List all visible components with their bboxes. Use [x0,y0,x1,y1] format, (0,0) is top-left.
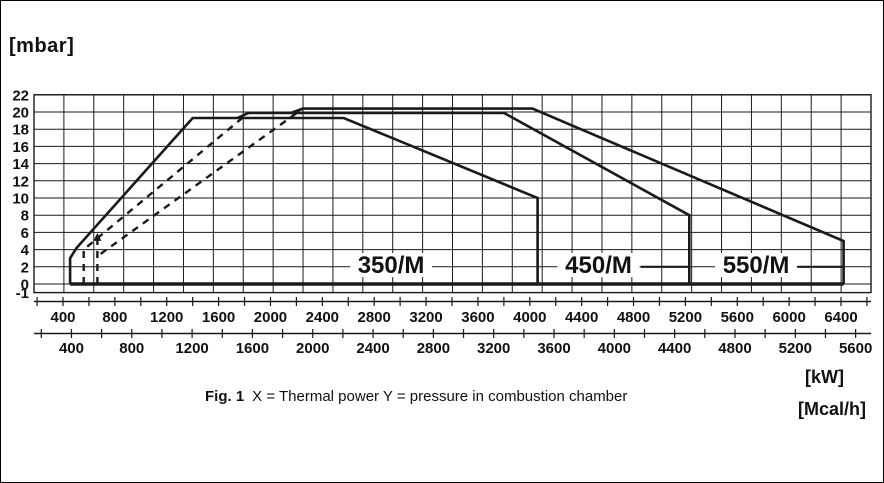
x-axis-kw: 400 800 1200 1600 2000 2400 2800 3200 3600 4000 44… [34,297,871,326]
mcal-tick-label: 4800 [718,340,751,357]
y-tick-label: -1 [16,285,29,302]
mcal-tick-label: 3600 [537,340,570,357]
figure-number: Fig. 1 [205,388,245,405]
kw-tick-label: 800 [102,309,127,326]
min-modulation-dashed-line [99,107,304,255]
y-tick-label: 18 [12,122,29,139]
kw-tick-label: 4400 [565,309,598,326]
kw-tick-label: 1200 [150,309,183,326]
x-axis-kw-unit-label: [kW] [805,367,844,387]
kw-tick-label: 2800 [358,309,391,326]
figure-caption-text: X = Thermal power Y = pressure in combus… [252,388,628,405]
y-tick-label: 20 [12,105,29,122]
y-axis-unit-label: [mbar] [9,35,75,57]
series-350-M [68,116,539,284]
x-axis-mcal-unit-label: [Mcal/h] [798,399,867,419]
series-label: 350/M [358,252,425,279]
y-tick-label: 2 [21,259,29,276]
working-field-outline [68,116,539,284]
mcal-tick-label: 2800 [417,340,450,357]
plot-border [33,94,872,294]
y-tick-label: 4 [21,242,30,259]
kw-tick-label: 6400 [824,309,857,326]
mcal-tick-label: 1200 [175,340,208,357]
mcal-tick-label: 3200 [477,340,510,357]
kw-tick-label: 6000 [772,309,805,326]
mcal-tick-label: 2400 [356,340,389,357]
mcal-tick-label: 5200 [779,340,812,357]
kw-tick-label: 5600 [721,309,754,326]
series-label-bg [557,253,640,278]
y-tick-label: 14 [12,156,29,173]
x-axis-mcal: 400 800 1200 1600 2000 2400 2800 3200 3600 4000 44… [34,329,872,357]
kw-tick-label: 3200 [409,309,442,326]
y-tick-label: 8 [21,208,29,225]
kw-tick-label: 3600 [461,309,494,326]
y-tick-label: 0 [21,277,29,294]
mcal-tick-label: 4000 [598,340,631,357]
y-tick-label: 12 [12,173,29,190]
min-arrow-icon [93,232,102,241]
y-tick-label: 22 [12,87,29,104]
mcal-tick-label: 2000 [296,340,329,357]
kw-tick-label: 5200 [669,309,702,326]
mcal-tick-label: 1600 [236,340,269,357]
kw-tick-label: 4800 [617,309,650,326]
mcal-tick-label: 400 [59,340,84,357]
mcal-tick-label: 800 [119,340,144,357]
y-tick-label: 16 [12,139,29,156]
y-tick-label: 10 [12,191,29,208]
series-label-bg [715,253,798,278]
series-label: 450/M [565,252,632,279]
mcal-tick-label: 4400 [658,340,691,357]
kw-tick-label: 4000 [513,309,546,326]
series-550-M [93,107,845,284]
kw-tick-label: 2400 [306,309,339,326]
figure-caption: Fig. 1 X = Thermal power Y = pressure in … [205,388,627,405]
kw-tick-label: 2000 [254,309,287,326]
working-field-outline [236,111,691,284]
series-label: 550/M [723,252,790,279]
mcal-tick-label: 5600 [839,340,872,357]
y-tick-label: 6 [21,225,29,242]
kw-tick-label: 400 [50,309,75,326]
series-label-bg [350,253,433,278]
series-450-M [82,111,691,284]
kw-tick-label: 1600 [202,309,235,326]
working-field-outline [290,107,845,284]
